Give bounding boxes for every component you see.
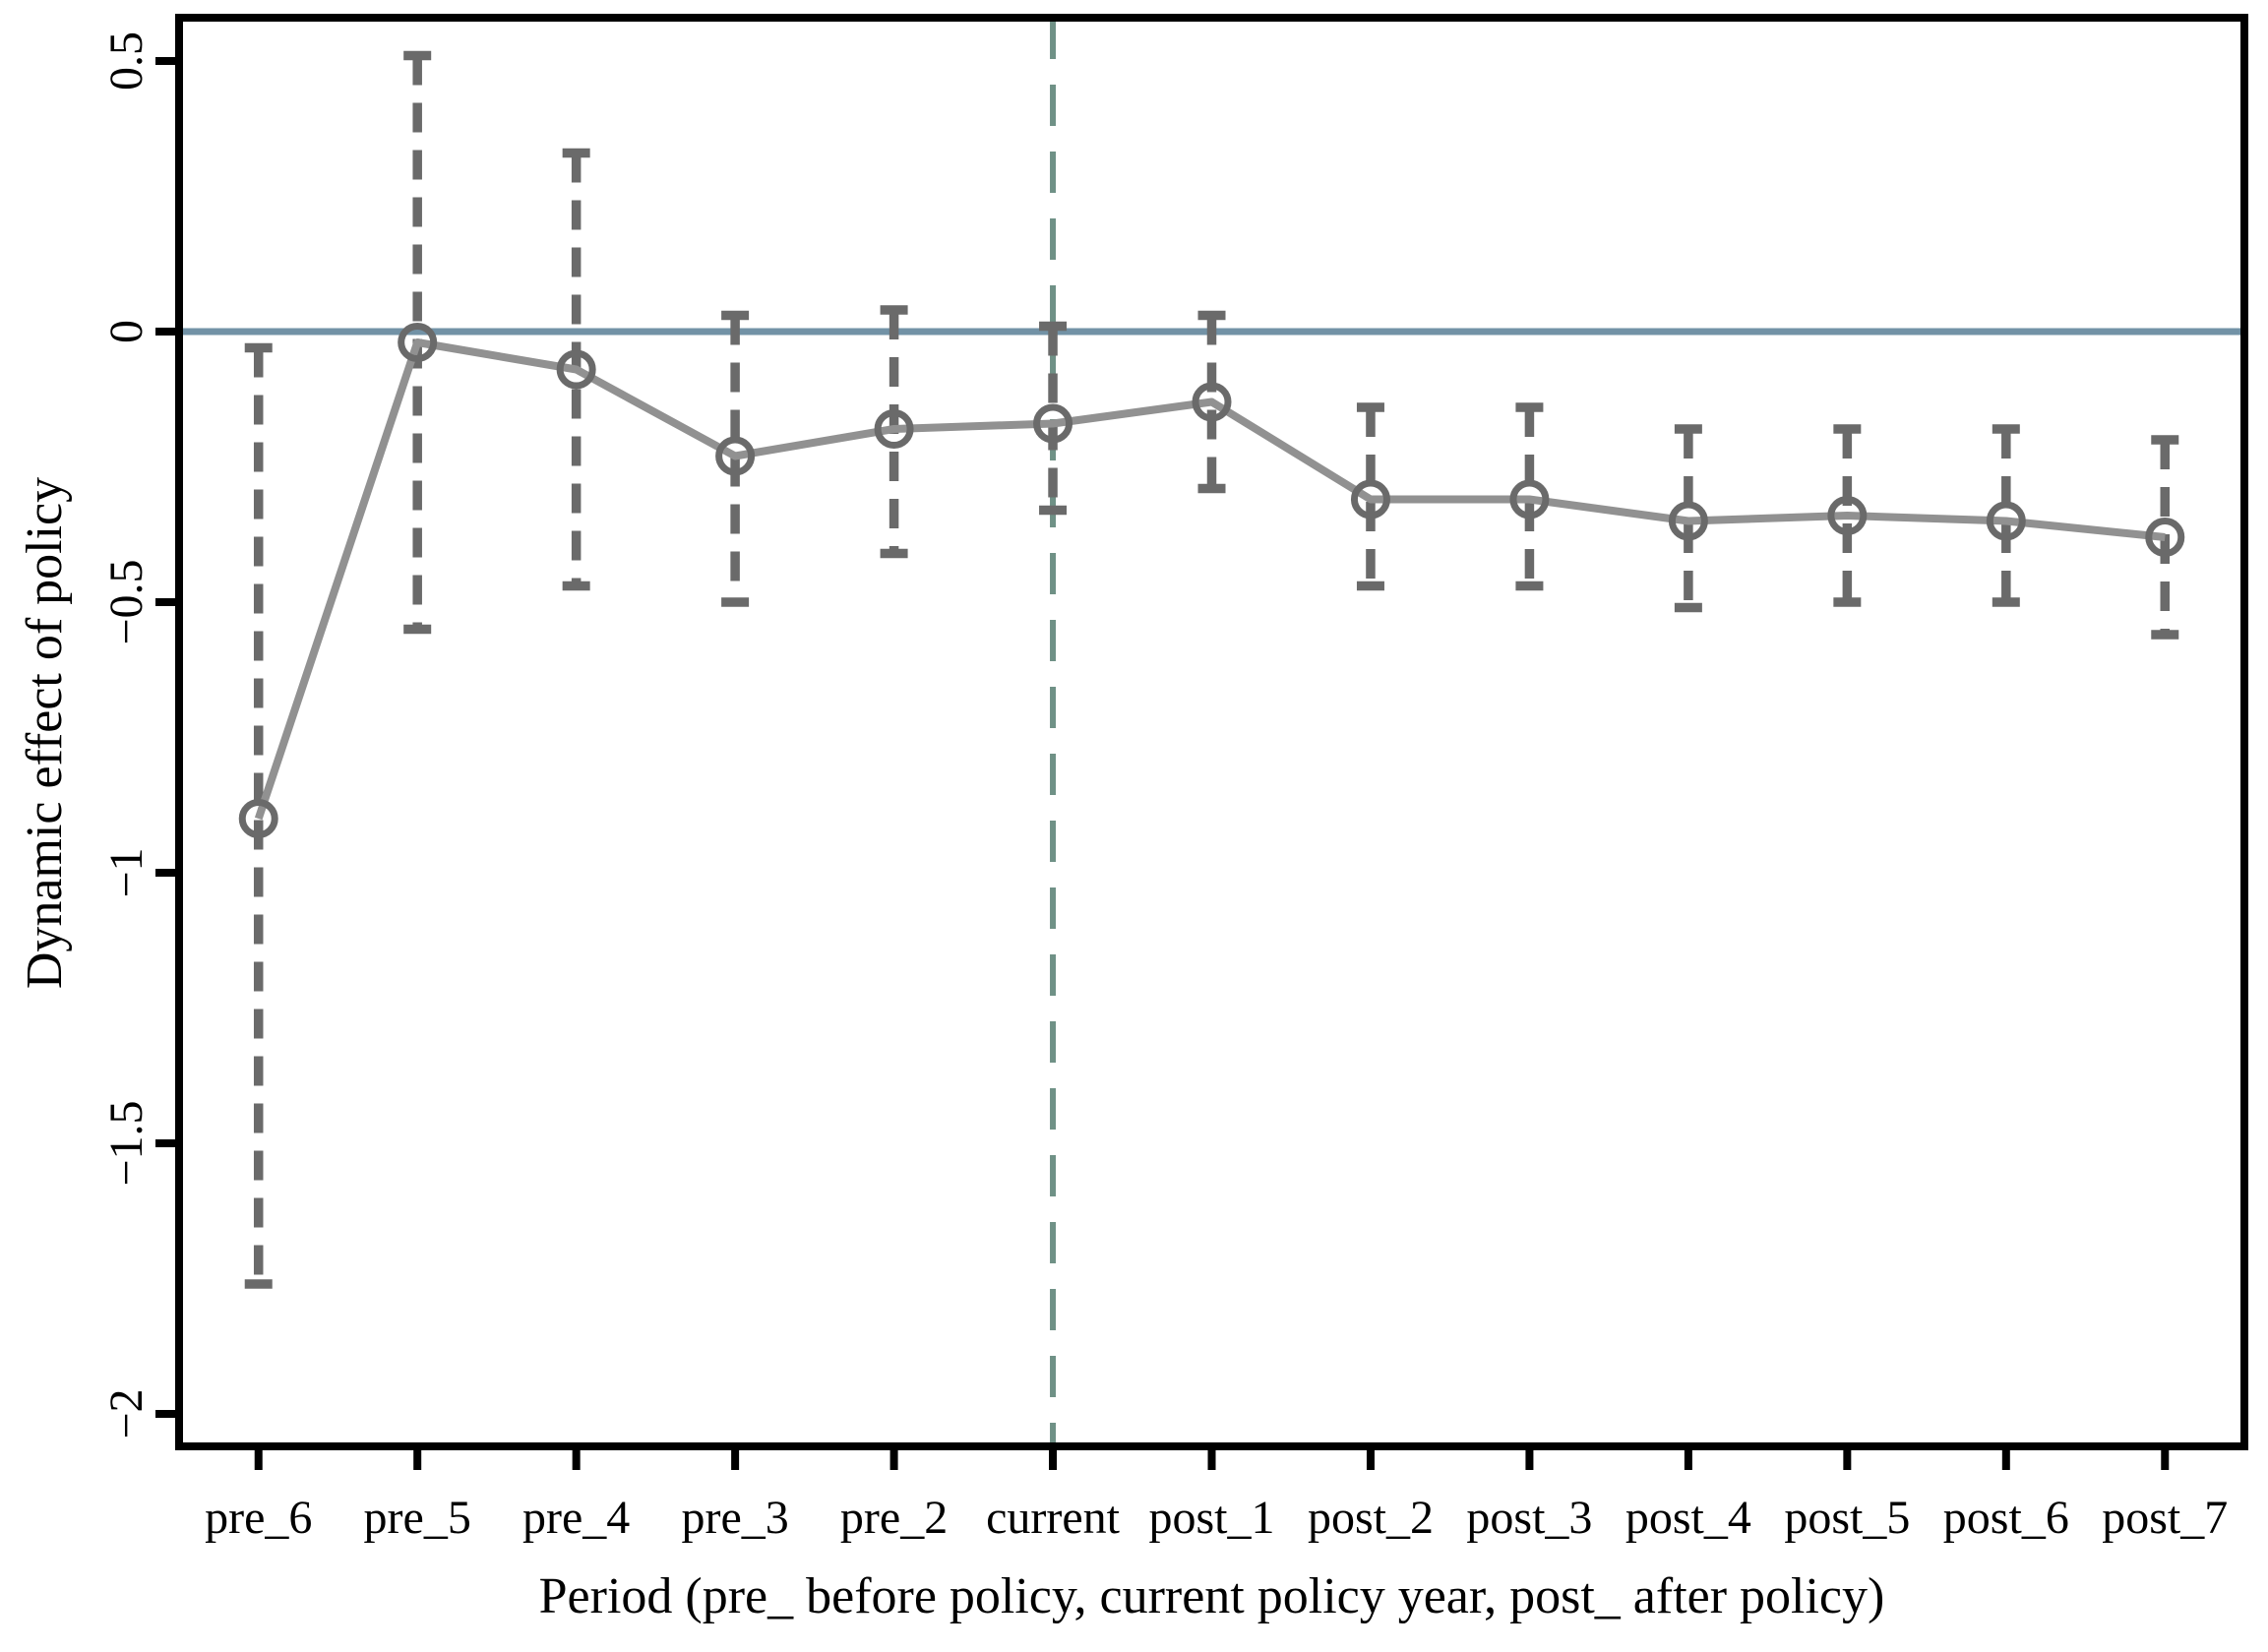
series-markers (238, 323, 2185, 838)
y-tick-label-−1: −1 (100, 847, 153, 897)
error-bar-post_4 (1674, 424, 1702, 613)
x-tick-label-post_7: post_7 (2102, 1492, 2228, 1544)
data-point-pre_5 (398, 323, 438, 362)
x-tick-label-post_3: post_3 (1466, 1492, 1592, 1544)
y-tick-label-0: 0 (100, 320, 153, 343)
data-point-pre_4 (556, 349, 596, 390)
x-tick-label-post_1: post_1 (1148, 1492, 1274, 1544)
x-tick-label-post_5: post_5 (1784, 1492, 1910, 1544)
error-bar-post_3 (1515, 402, 1544, 591)
error-bar-post_5 (1833, 424, 1862, 607)
series-line (254, 338, 2166, 821)
error-bar-post_2 (1356, 402, 1384, 591)
y-axis-title: Dynamic effect of policy (17, 476, 73, 990)
plot-border (175, 14, 2248, 1450)
data-point-pre_6 (238, 799, 278, 838)
y-tick-label-−2: −2 (100, 1388, 153, 1438)
data-point-pre_3 (715, 436, 756, 476)
y-tick-label-−0.5: −0.5 (100, 559, 153, 644)
x-tick-label-pre_5: pre_5 (364, 1492, 471, 1544)
error-bar-current (1039, 321, 1068, 516)
data-point-post_1 (1192, 382, 1232, 422)
x-tick-label-pre_6: pre_6 (205, 1492, 312, 1544)
error-bar-pre_6 (244, 342, 273, 1289)
x-tick-label-pre_2: pre_2 (840, 1492, 948, 1544)
x-tick-label-pre_3: pre_3 (681, 1492, 788, 1544)
data-point-post_4 (1668, 501, 1708, 541)
error-bar-post_6 (1992, 424, 2020, 607)
x-axis-title: Period (pre_ before policy, current poli… (538, 1568, 1885, 1624)
x-tick-label-post_4: post_4 (1625, 1492, 1751, 1544)
data-point-current (1033, 403, 1073, 444)
data-point-post_5 (1827, 496, 1868, 535)
data-point-post_7 (2145, 518, 2185, 557)
data-point-post_6 (1986, 501, 2026, 541)
x-tick-label-post_6: post_6 (1943, 1492, 2069, 1544)
x-axis-ticks: pre_6 pre_5 pre_4 pre_3 pre_2 current post_1 po… (205, 1446, 2228, 1544)
x-tick-label-current: current (986, 1492, 1121, 1544)
data-point-post_2 (1350, 479, 1390, 520)
y-axis-ticks: 0.5 0 −0.5 −1 −1.5 −2 (100, 31, 179, 1439)
x-tick-label-post_2: post_2 (1308, 1492, 1434, 1544)
error-bar-post_1 (1197, 310, 1226, 494)
x-tick-label-pre_4: pre_4 (522, 1492, 630, 1544)
y-tick-label-−1.5: −1.5 (100, 1100, 153, 1186)
y-tick-label-0.5: 0.5 (100, 31, 153, 91)
confidence-intervals (244, 50, 2179, 1289)
data-point-pre_2 (874, 409, 914, 449)
data-point-post_3 (1509, 479, 1550, 520)
